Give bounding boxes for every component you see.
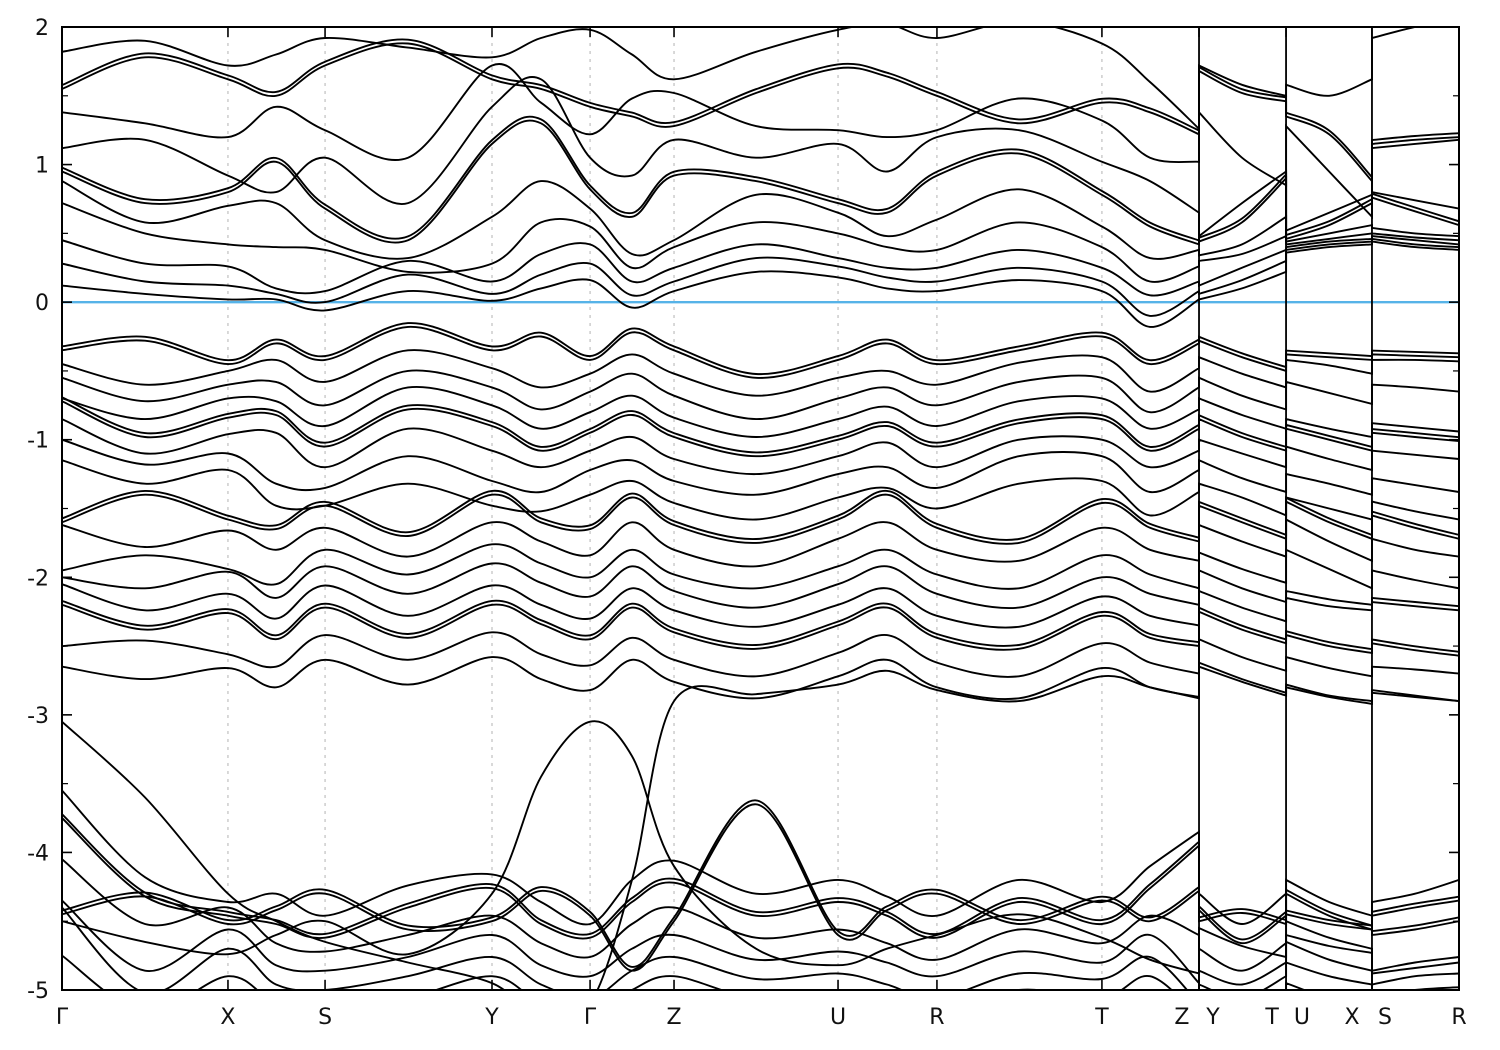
energy-band-curve-twin bbox=[62, 322, 1459, 375]
k-point-label: X bbox=[220, 1005, 235, 1030]
k-point-label: X bbox=[1344, 1005, 1359, 1030]
energy-band-curve bbox=[62, 119, 1459, 246]
k-point-label: Z bbox=[1174, 1005, 1189, 1030]
y-axis-tick-label: 0 bbox=[35, 291, 49, 316]
energy-band-curve bbox=[62, 899, 1459, 986]
energy-band-curve bbox=[62, 817, 1459, 945]
energy-band-curve bbox=[62, 180, 1459, 260]
energy-band-curve bbox=[62, 803, 1459, 972]
energy-band-curve bbox=[62, 603, 1459, 657]
k-point-label: Y bbox=[1205, 1005, 1220, 1030]
energy-band-curve bbox=[62, 543, 1459, 590]
energy-band-curve bbox=[62, 349, 1459, 397]
y-axis-tick-label: -1 bbox=[27, 429, 49, 454]
y-axis-tick-label: 2 bbox=[35, 16, 49, 41]
energy-band-curve bbox=[62, 493, 1459, 545]
energy-band-curve bbox=[62, 906, 1459, 990]
energy-band-curve-twin bbox=[62, 489, 1459, 541]
energy-band-curve bbox=[62, 400, 1459, 458]
y-axis-tick-label: -5 bbox=[27, 979, 49, 1004]
energy-band-curve bbox=[62, 583, 1459, 629]
energy-band-curve bbox=[62, 720, 1459, 975]
energy-band-curve bbox=[62, 656, 1459, 703]
energy-band-curve-twin bbox=[62, 396, 1459, 454]
energy-band-curve bbox=[62, 418, 1459, 476]
energy-band-curve bbox=[62, 27, 1420, 132]
energy-band-curve-twin bbox=[62, 115, 1459, 242]
k-point-label: S bbox=[318, 1005, 332, 1030]
energy-band-curve bbox=[62, 789, 1459, 926]
y-axis-tick-label: -3 bbox=[27, 704, 49, 729]
k-point-label: T bbox=[1264, 1005, 1279, 1030]
energy-band-curve bbox=[62, 385, 1459, 439]
y-axis-tick-label: -2 bbox=[27, 566, 49, 591]
k-point-label: R bbox=[929, 1005, 944, 1030]
energy-band-curve-twin bbox=[62, 813, 1459, 941]
energy-band-curve-twin bbox=[62, 799, 1459, 968]
y-axis-tick-label: -4 bbox=[27, 841, 49, 866]
k-point-label: S bbox=[1378, 1005, 1392, 1030]
y-axis-tick-label: 1 bbox=[35, 154, 49, 179]
k-point-label: Y bbox=[484, 1005, 499, 1030]
energy-band-curve bbox=[62, 325, 1459, 379]
energy-band-curve bbox=[62, 562, 1459, 610]
energy-band-curve bbox=[62, 438, 1459, 496]
energy-band-curve bbox=[62, 858, 1459, 972]
k-point-label: Γ bbox=[584, 1005, 597, 1030]
energy-band-curve bbox=[62, 76, 1459, 239]
energy-band-curve bbox=[62, 665, 1459, 990]
k-point-label: Γ bbox=[56, 1005, 69, 1030]
k-point-label: R bbox=[1451, 1005, 1466, 1030]
k-point-label: T bbox=[1094, 1005, 1109, 1030]
energy-band-curve bbox=[62, 202, 1459, 283]
energy-band-curve bbox=[62, 631, 1459, 678]
k-point-label: U bbox=[830, 1005, 846, 1030]
energy-band-curve-twin bbox=[62, 599, 1459, 653]
energy-band-curve bbox=[62, 369, 1459, 421]
k-point-label: U bbox=[1294, 1005, 1310, 1030]
k-point-label: Z bbox=[666, 1005, 681, 1030]
energy-band-curve bbox=[62, 237, 1459, 317]
